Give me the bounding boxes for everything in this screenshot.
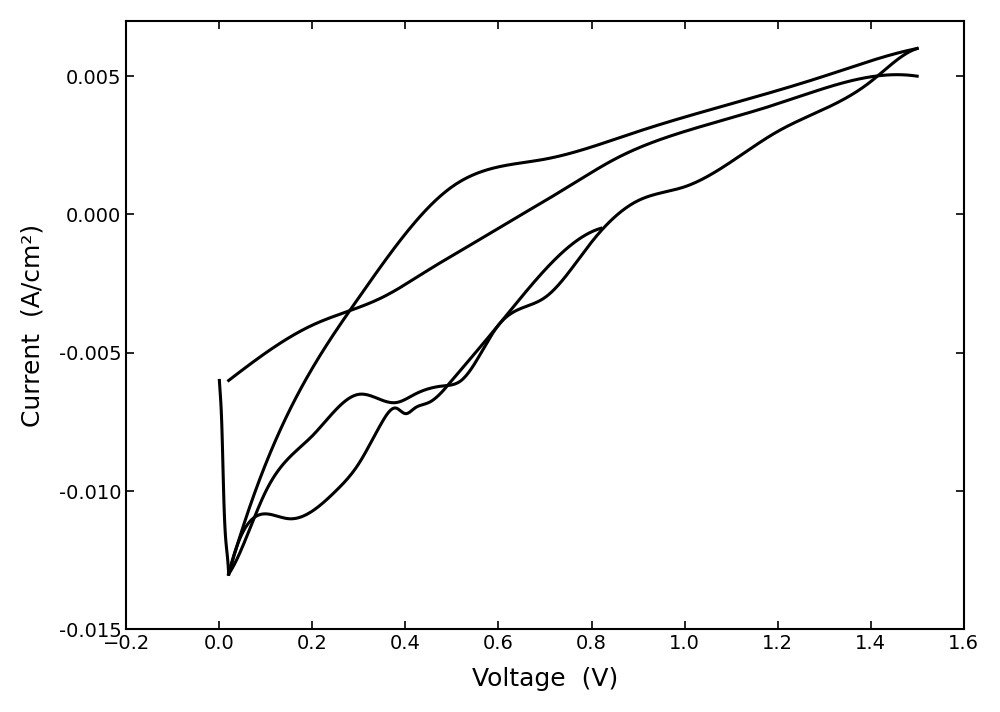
X-axis label: Voltage  (V): Voltage (V): [472, 667, 618, 691]
Y-axis label: Current  (A/cm²): Current (A/cm²): [21, 224, 45, 426]
